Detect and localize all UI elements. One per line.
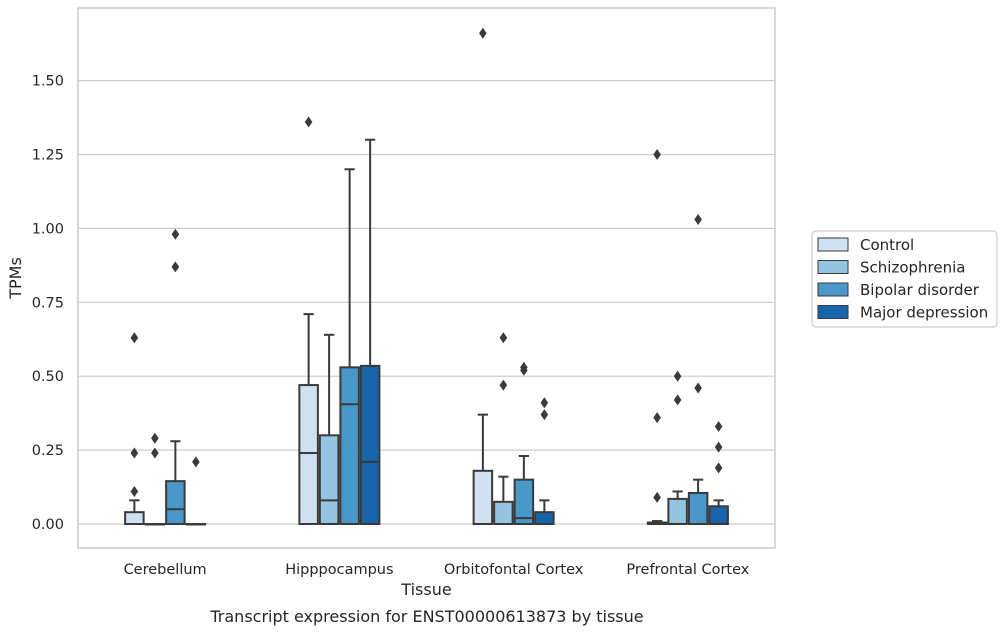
box-body xyxy=(493,500,514,525)
box-body xyxy=(339,366,360,525)
x-tick-label: Hipppocampus xyxy=(285,562,393,578)
box-schizophrenia xyxy=(667,370,688,525)
box-body xyxy=(359,364,381,525)
outlier-point xyxy=(130,332,139,344)
box-body xyxy=(298,384,319,525)
box-body xyxy=(513,478,535,526)
legend-swatch xyxy=(817,260,849,274)
box-body xyxy=(318,434,340,526)
y-tick-label: 1.00 xyxy=(32,221,64,237)
outlier-point xyxy=(499,332,508,344)
outlier-point xyxy=(673,370,682,382)
box-body xyxy=(687,491,709,526)
outlier-point xyxy=(130,447,139,459)
outlier-point xyxy=(151,447,159,459)
outlier-point xyxy=(653,412,661,424)
outlier-point xyxy=(653,149,661,160)
y-tick-label: 0.25 xyxy=(32,443,64,459)
legend-label: Bipolar disorder xyxy=(860,281,980,299)
y-tick-label: 1.25 xyxy=(32,148,64,164)
box-major-depression xyxy=(708,420,729,526)
box-control xyxy=(646,149,668,525)
grid-lines xyxy=(78,79,775,525)
plot-frame xyxy=(77,7,776,549)
box-schizophrenia xyxy=(144,432,166,526)
x-tick-label: Orbitofontal Cortex xyxy=(444,562,584,578)
y-axis-ticks: 0.00 0.25 0.50 0.75 1.00 1.25 1.50 xyxy=(32,74,64,533)
outlier-point xyxy=(171,228,180,240)
legend-swatch xyxy=(817,282,849,297)
box-major-depression xyxy=(534,397,555,526)
legend: Control Schizophrenia Bipolar disorder Majo… xyxy=(811,230,998,328)
box-control xyxy=(298,116,319,525)
outlier-point xyxy=(714,441,723,453)
box-schizophrenia xyxy=(493,332,514,525)
outlier-point xyxy=(540,409,549,421)
outlier-point xyxy=(694,214,702,226)
box-bipolar-disorder xyxy=(165,228,186,525)
outlier-point xyxy=(694,382,702,394)
outlier-point xyxy=(130,485,139,497)
legend-label: Major depression xyxy=(860,304,988,322)
legend-swatch xyxy=(817,305,849,319)
chart-caption: Transcript expression for ENST0000061387… xyxy=(209,607,643,626)
box-control xyxy=(472,27,494,525)
legend-frame xyxy=(811,230,998,328)
box-bipolar-disorder xyxy=(513,361,535,526)
box-body xyxy=(667,497,688,525)
legend-swatch xyxy=(817,237,849,252)
box-bipolar-disorder xyxy=(687,214,709,526)
x-tick-label: Cerebellum xyxy=(124,562,207,578)
box-major-depression xyxy=(359,138,381,525)
outlier-point xyxy=(151,432,159,444)
box-control xyxy=(124,332,145,526)
outlier-point xyxy=(540,397,549,409)
box-schizophrenia xyxy=(318,333,340,526)
outlier-point xyxy=(192,456,200,468)
legend-label: Control xyxy=(860,236,914,254)
outlier-point xyxy=(171,261,180,273)
y-tick-label: 0.00 xyxy=(32,517,64,533)
x-tick-label: Prefrontal Cortex xyxy=(626,562,749,578)
box-bipolar-disorder xyxy=(339,168,360,525)
y-tick-label: 0.75 xyxy=(32,295,64,311)
box-body xyxy=(708,505,729,526)
legend-label: Schizophrenia xyxy=(860,259,965,277)
outlier-point xyxy=(714,420,723,432)
y-tick-label: 0.50 xyxy=(32,369,64,385)
y-axis-label: TPMs xyxy=(6,257,25,300)
outlier-point xyxy=(304,116,313,128)
outlier-point xyxy=(653,491,661,503)
x-axis-ticks: Cerebellum Hipppocampus Orbitofontal Corte… xyxy=(124,562,750,578)
box-body xyxy=(124,511,145,526)
outlier-point xyxy=(499,379,508,391)
x-axis-label: Tissue xyxy=(400,580,451,599)
outlier-point xyxy=(479,27,487,39)
outlier-point xyxy=(714,462,723,474)
box-series xyxy=(124,27,729,526)
box-body xyxy=(472,469,494,525)
box-major-depression xyxy=(185,456,207,526)
outlier-point xyxy=(520,361,528,373)
outlier-point xyxy=(673,394,682,406)
box-body xyxy=(165,480,186,525)
y-tick-label: 1.50 xyxy=(32,74,64,90)
box-body xyxy=(534,511,555,526)
